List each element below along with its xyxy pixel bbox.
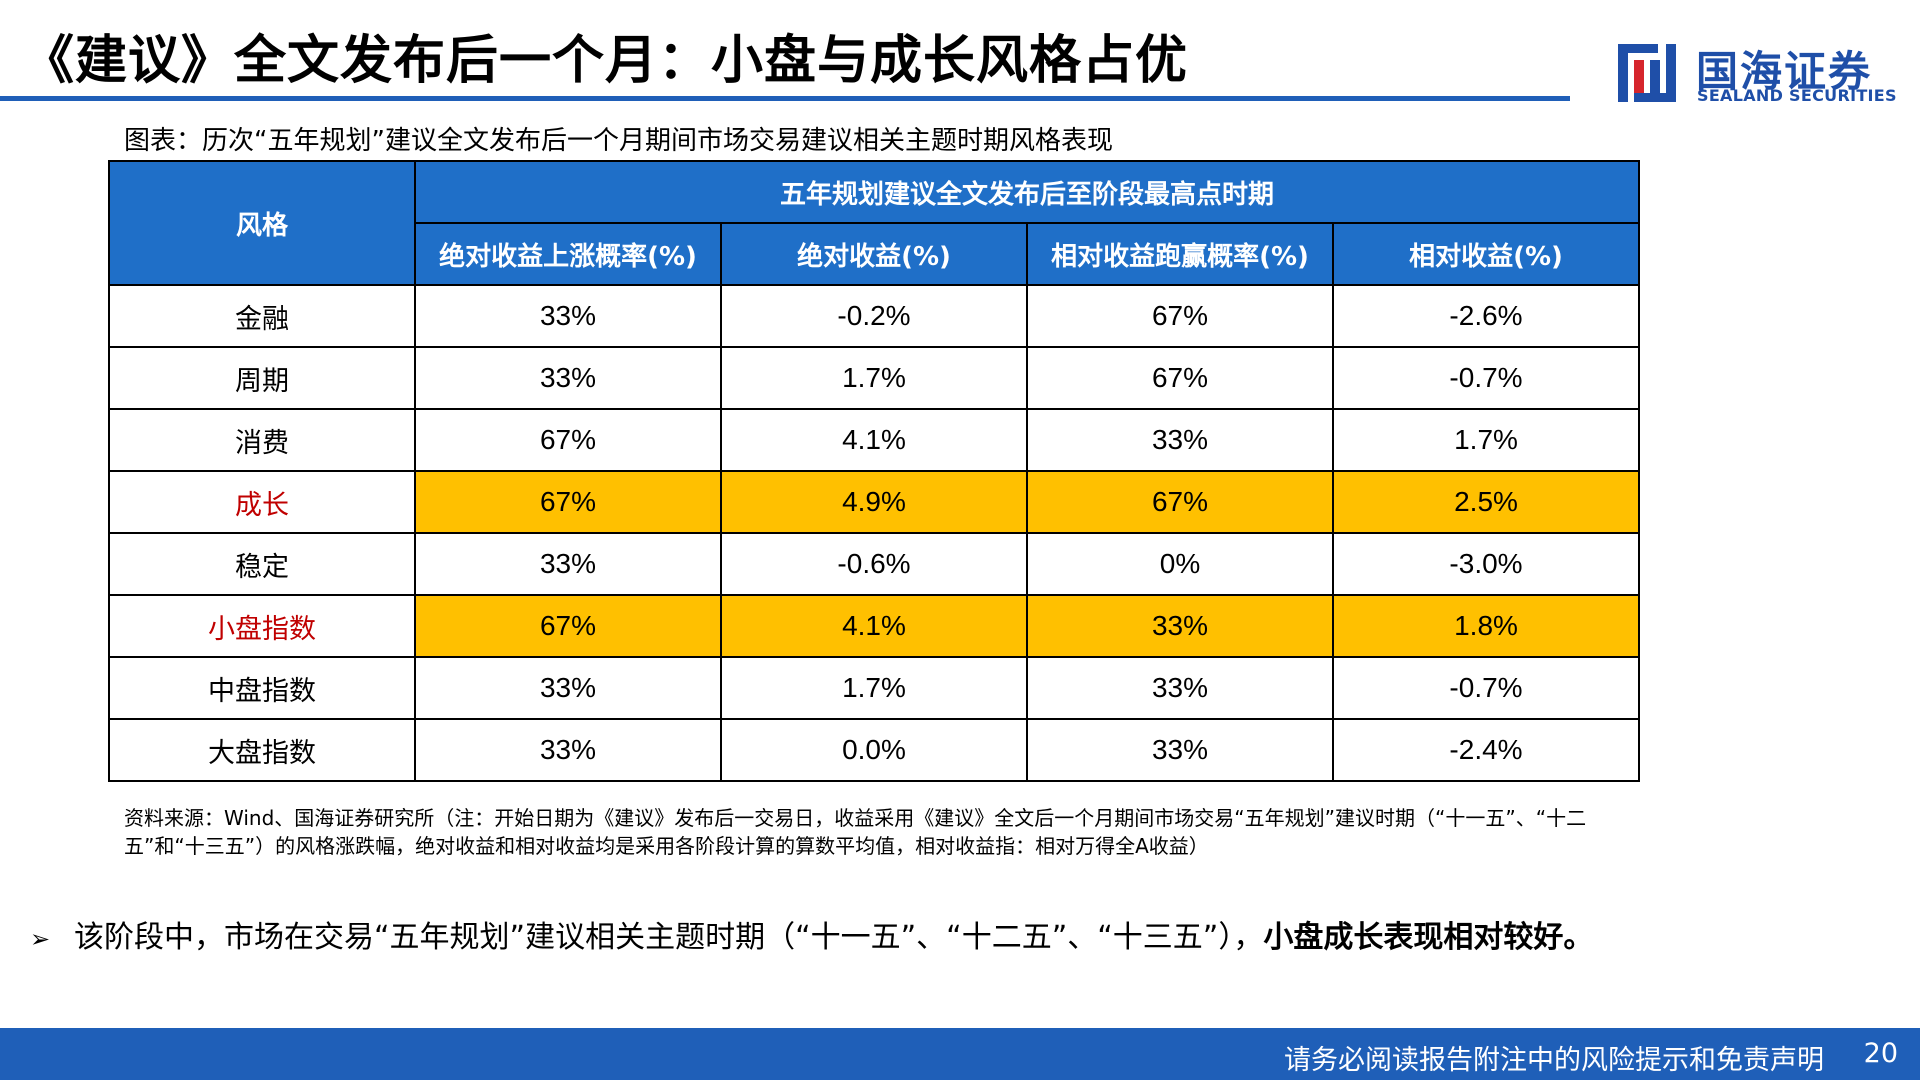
- table-cell: 4.9%: [720, 470, 1028, 534]
- table-cell: 0%: [1026, 532, 1334, 596]
- table-cell: 1.7%: [720, 346, 1028, 410]
- table-row: 周期 33% 1.7% 67% -0.7%: [108, 346, 1641, 410]
- page-number: 20: [1863, 1038, 1898, 1069]
- takeaway-emphasis: 小盘成长表现相对较好。: [1263, 920, 1594, 955]
- row-label: 稳定: [108, 532, 416, 596]
- table-cell: -2.6%: [1331, 284, 1641, 348]
- table-cell: -0.7%: [1331, 656, 1641, 720]
- title-divider: [0, 96, 1570, 101]
- table-cell: 33%: [414, 532, 722, 596]
- table-row: 金融 33% -0.2% 67% -2.6%: [108, 284, 1641, 348]
- table-cell: 4.1%: [720, 408, 1028, 472]
- disclaimer-text: 请务必阅读报告附注中的风险提示和免责声明: [1284, 1045, 1824, 1076]
- footer-bar: 请务必阅读报告附注中的风险提示和免责声明 20: [0, 1028, 1920, 1080]
- table-cell: 67%: [414, 470, 722, 534]
- table-row: 大盘指数 33% 0.0% 33% -2.4%: [108, 718, 1641, 782]
- sealand-logo-icon: [1618, 44, 1676, 102]
- source-note: 资料来源：Wind、国海证券研究所（注：开始日期为《建议》发布后一交易日，收益采…: [124, 806, 1587, 858]
- table-caption: 图表：历次“五年规划”建议全文发布后一个月期间市场交易建议相关主题时期风格表现: [124, 126, 1113, 156]
- table-cell: 0.0%: [720, 718, 1028, 782]
- table-cell: 1.8%: [1331, 594, 1641, 658]
- table-cell: 33%: [414, 346, 722, 410]
- company-logo: 国海证券 SEALAND SECURITIES: [1612, 38, 1902, 108]
- header-column: 相对收益(%): [1331, 222, 1641, 286]
- table-cell: 67%: [414, 594, 722, 658]
- table-cell: -3.0%: [1331, 532, 1641, 596]
- table-cell: 33%: [1026, 656, 1334, 720]
- row-label: 中盘指数: [108, 656, 416, 720]
- bullet-arrow-icon: ➢: [30, 925, 51, 953]
- page-title: 《建议》全文发布后一个月：小盘与成长风格占优: [22, 31, 1189, 91]
- row-label: 成长: [108, 470, 416, 534]
- table-cell: -0.6%: [720, 532, 1028, 596]
- logo-english-name: SEALAND SECURITIES: [1697, 86, 1897, 105]
- table-cell: 67%: [1026, 470, 1334, 534]
- table-cell: 67%: [414, 408, 722, 472]
- table-row: 中盘指数 33% 1.7% 33% -0.7%: [108, 656, 1641, 720]
- header-column: 相对收益跑赢概率(%): [1026, 222, 1334, 286]
- table-cell: 33%: [1026, 408, 1334, 472]
- row-label: 消费: [108, 408, 416, 472]
- header-style: 风格: [108, 160, 416, 286]
- table-cell: 1.7%: [1331, 408, 1641, 472]
- table-row: 消费 67% 4.1% 33% 1.7%: [108, 408, 1641, 472]
- row-label: 小盘指数: [108, 594, 416, 658]
- key-takeaway: ➢ 该阶段中，市场在交易“五年规划”建议相关主题时期（“十一五”、“十二五”、“十…: [30, 912, 1593, 956]
- table-cell: 2.5%: [1331, 470, 1641, 534]
- row-label: 周期: [108, 346, 416, 410]
- table-cell: 33%: [1026, 594, 1334, 658]
- table-cell: -0.2%: [720, 284, 1028, 348]
- takeaway-text: 该阶段中，市场在交易“五年规划”建议相关主题时期（“十一五”、“十二五”、“十三…: [74, 920, 1264, 955]
- table-cell: 67%: [1026, 346, 1334, 410]
- table-cell: 33%: [414, 284, 722, 348]
- table-cell: 33%: [414, 718, 722, 782]
- header-group: 五年规划建议全文发布后至阶段最高点时期: [413, 160, 1641, 224]
- table-cell: 4.1%: [720, 594, 1028, 658]
- header-column: 绝对收益(%): [720, 222, 1028, 286]
- table-cell: 33%: [1026, 718, 1334, 782]
- logo-chinese-name: 国海证券: [1696, 47, 1873, 96]
- table-row: 稳定 33% -0.6% 0% -3.0%: [108, 532, 1641, 596]
- table-cell: 33%: [414, 656, 722, 720]
- style-performance-table: 风格 五年规划建议全文发布后至阶段最高点时期 绝对收益上涨概率(%) 绝对收益(…: [108, 160, 1641, 782]
- table-row-highlighted: 小盘指数 67% 4.1% 33% 1.8%: [108, 594, 1641, 658]
- row-label: 大盘指数: [108, 718, 416, 782]
- table-cell: 67%: [1026, 284, 1334, 348]
- table-cell: -2.4%: [1331, 718, 1641, 782]
- header-column: 绝对收益上涨概率(%): [414, 222, 722, 286]
- table-cell: -0.7%: [1331, 346, 1641, 410]
- row-label: 金融: [108, 284, 416, 348]
- table-cell: 1.7%: [720, 656, 1028, 720]
- table-row-highlighted: 成长 67% 4.9% 67% 2.5%: [108, 470, 1641, 534]
